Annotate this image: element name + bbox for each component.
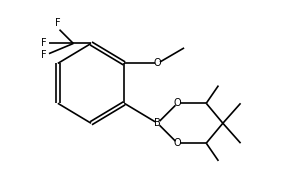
Text: O: O <box>174 98 181 108</box>
Text: F: F <box>41 39 47 48</box>
Text: O: O <box>154 58 161 68</box>
Text: F: F <box>41 50 47 60</box>
Text: B: B <box>154 118 161 128</box>
Text: F: F <box>55 18 60 28</box>
Text: O: O <box>174 138 181 148</box>
